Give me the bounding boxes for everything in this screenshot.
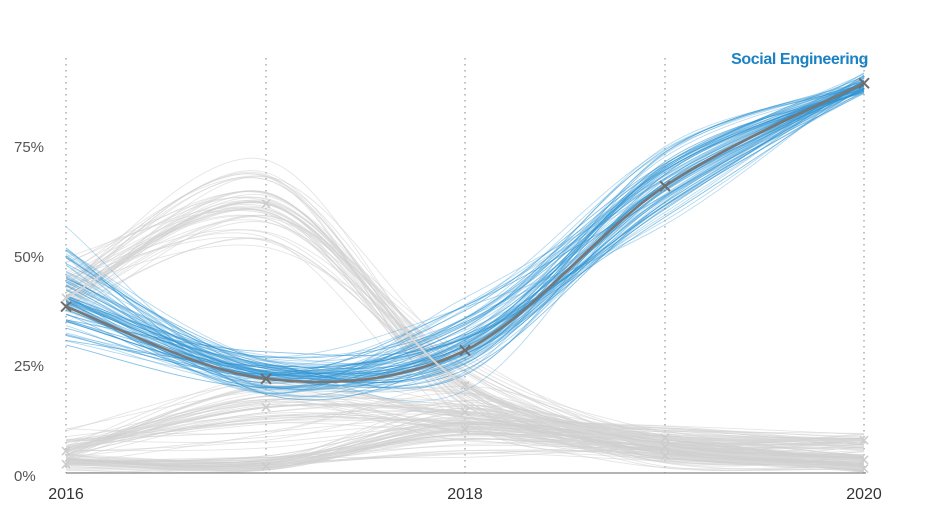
- data-point-marker: [261, 461, 271, 471]
- series-line: [65, 85, 865, 372]
- series-line: [65, 87, 865, 389]
- data-point-marker: [660, 450, 670, 461]
- series-line: [65, 82, 865, 377]
- data-point-marker: [859, 435, 869, 445]
- background-series-lines: [65, 157, 865, 474]
- series-line: [65, 419, 865, 449]
- data-point-marker: [459, 344, 471, 357]
- highlighted-series-lines: [65, 72, 865, 402]
- data-point-marker: [261, 199, 271, 209]
- series-line: [65, 374, 865, 447]
- series-line: [65, 85, 865, 382]
- data-point-marker: [260, 373, 272, 385]
- series-line: [65, 405, 865, 453]
- series-annotation-label: Social Engineering: [731, 51, 868, 68]
- median-line-faint: [65, 201, 865, 461]
- data-point-marker: [660, 433, 670, 443]
- series-line: [65, 87, 865, 362]
- x-tick-label: 2016: [48, 486, 84, 503]
- series-line: [65, 84, 865, 394]
- series-line: [65, 87, 865, 390]
- series-line: [65, 446, 865, 465]
- data-point-marker: [460, 380, 470, 390]
- series-line: [65, 80, 865, 367]
- y-tick-label: 50%: [14, 249, 44, 266]
- series-line: [65, 74, 865, 368]
- data-point-marker: [61, 293, 71, 303]
- series-line: [65, 425, 865, 473]
- series-line: [65, 88, 865, 383]
- data-point-marker: [859, 464, 869, 474]
- y-tick-label: 75%: [14, 139, 44, 156]
- data-point-marker: [460, 424, 470, 434]
- series-line: [65, 386, 865, 456]
- series-line: [65, 81, 865, 380]
- series-line: [65, 73, 865, 395]
- series-line: [65, 82, 865, 375]
- series-line: [65, 157, 865, 462]
- series-line: [65, 75, 865, 375]
- y-tick-label: 0%: [14, 468, 36, 485]
- series-line: [65, 86, 865, 387]
- data-point-markers: [60, 77, 870, 474]
- series-line: [65, 426, 865, 471]
- series-line: [65, 81, 865, 392]
- series-line: [65, 92, 865, 384]
- series-line: [65, 88, 865, 389]
- y-axis: 0% 25% 50% 75%: [14, 139, 44, 485]
- series-line: [65, 78, 865, 358]
- data-point-marker: [858, 77, 870, 89]
- series-line: [65, 397, 865, 448]
- series-line: [65, 83, 865, 381]
- x-tick-label: 2018: [447, 486, 483, 503]
- y-tick-label: 25%: [14, 358, 44, 375]
- data-point-marker: [660, 442, 670, 452]
- series-line: [65, 403, 865, 450]
- data-point-marker: [60, 300, 72, 313]
- data-point-marker: [659, 180, 671, 192]
- series-line: [65, 84, 865, 372]
- data-point-marker: [460, 407, 470, 417]
- series-line: [65, 88, 865, 383]
- series-line: [65, 404, 865, 448]
- x-tick-label: 2020: [846, 486, 882, 503]
- series-line: [65, 89, 865, 383]
- series-line: [65, 423, 865, 467]
- x-axis: 2016 2018 2020: [48, 486, 882, 503]
- series-line: [65, 84, 865, 365]
- data-point-marker: [61, 446, 71, 456]
- series-line: [65, 83, 865, 359]
- series-line: [65, 431, 865, 472]
- data-point-marker: [261, 402, 271, 412]
- data-point-marker: [61, 459, 71, 469]
- data-point-marker: [859, 455, 869, 465]
